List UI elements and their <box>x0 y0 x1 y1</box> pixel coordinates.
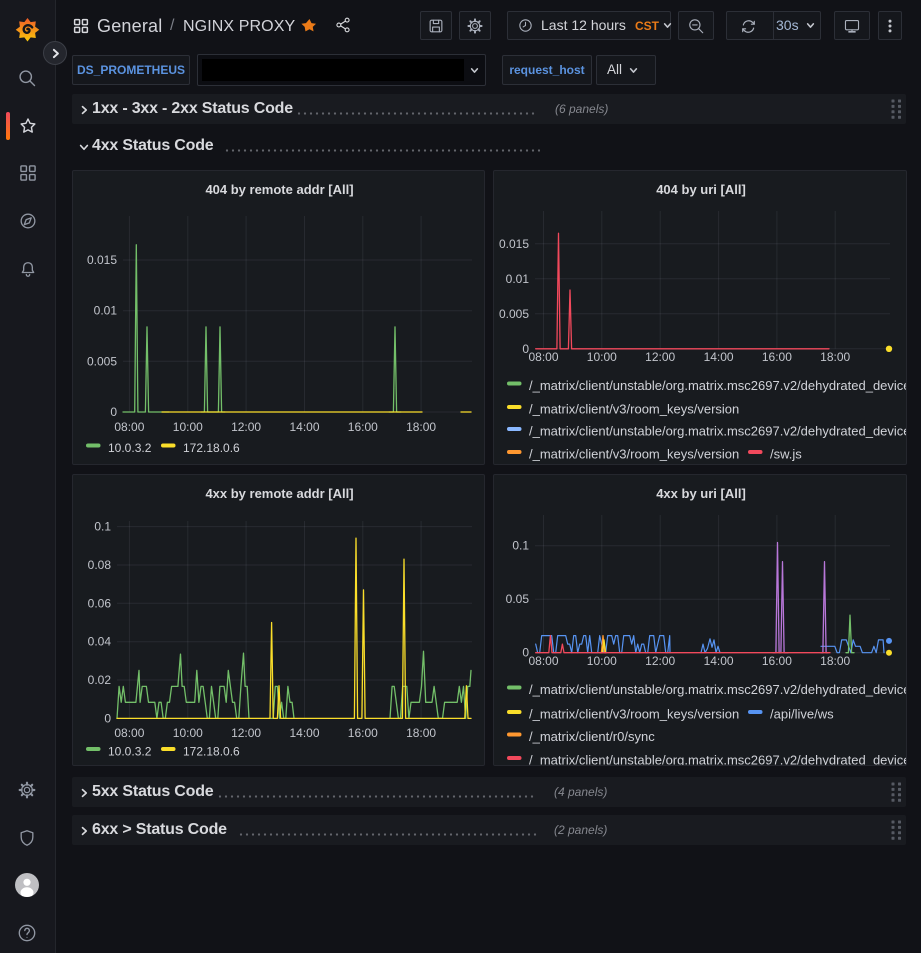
svg-text:/_matrix/client/unstable/org.m: /_matrix/client/unstable/org.matrix.msc2… <box>529 378 907 393</box>
svg-text:18:00: 18:00 <box>406 726 436 740</box>
svg-text:/_matrix/client/r0/sync: /_matrix/client/r0/sync <box>529 729 655 744</box>
svg-text:16:00: 16:00 <box>348 726 378 740</box>
svg-text:0.005: 0.005 <box>499 307 529 321</box>
svg-text:/_matrix/client/unstable/org.m: /_matrix/client/unstable/org.matrix.msc2… <box>529 753 907 767</box>
svg-text:0.06: 0.06 <box>88 596 112 610</box>
svg-text:0.05: 0.05 <box>506 592 530 606</box>
svg-text:08:00: 08:00 <box>114 420 144 434</box>
svg-text:0.1: 0.1 <box>94 520 111 534</box>
svg-text:10.0.3.2: 10.0.3.2 <box>108 745 152 759</box>
svg-text:0.015: 0.015 <box>87 253 117 267</box>
svg-text:0: 0 <box>104 711 111 725</box>
svg-text:12:00: 12:00 <box>231 420 261 434</box>
svg-text:0.015: 0.015 <box>499 237 529 251</box>
svg-text:18:00: 18:00 <box>820 654 850 668</box>
svg-text:14:00: 14:00 <box>289 420 319 434</box>
svg-text:12:00: 12:00 <box>645 350 675 364</box>
svg-text:14:00: 14:00 <box>704 654 734 668</box>
svg-text:08:00: 08:00 <box>528 654 558 668</box>
svg-text:0.005: 0.005 <box>87 354 117 368</box>
svg-text:172.18.0.6: 172.18.0.6 <box>183 441 240 455</box>
svg-text:10:00: 10:00 <box>173 726 203 740</box>
svg-text:0: 0 <box>522 342 529 356</box>
svg-text:18:00: 18:00 <box>820 350 850 364</box>
svg-text:0.04: 0.04 <box>88 635 112 649</box>
svg-text:/_matrix/client/v3/room_keys/v: /_matrix/client/v3/room_keys/version <box>529 402 739 417</box>
svg-text:172.18.0.6: 172.18.0.6 <box>183 745 240 759</box>
svg-text:08:00: 08:00 <box>114 726 144 740</box>
svg-text:10:00: 10:00 <box>587 350 617 364</box>
svg-text:08:00: 08:00 <box>528 350 558 364</box>
svg-text:0.1: 0.1 <box>512 539 529 553</box>
svg-text:16:00: 16:00 <box>762 654 792 668</box>
svg-text:/_matrix/client/unstable/org.m: /_matrix/client/unstable/org.matrix.msc2… <box>529 424 907 439</box>
svg-text:0.08: 0.08 <box>88 558 112 572</box>
svg-text:/_matrix/client/v3/room_keys/v: /_matrix/client/v3/room_keys/version <box>529 447 739 462</box>
svg-text:/sw.js: /sw.js <box>770 447 802 462</box>
svg-text:/_matrix/client/v3/room_keys/v: /_matrix/client/v3/room_keys/version <box>529 707 739 722</box>
svg-text:14:00: 14:00 <box>289 726 319 740</box>
svg-text:10.0.3.2: 10.0.3.2 <box>108 441 152 455</box>
svg-text:18:00: 18:00 <box>406 420 436 434</box>
svg-text:16:00: 16:00 <box>762 350 792 364</box>
svg-text:16:00: 16:00 <box>348 420 378 434</box>
svg-text:0.02: 0.02 <box>88 673 112 687</box>
svg-text:12:00: 12:00 <box>231 726 261 740</box>
svg-text:10:00: 10:00 <box>173 420 203 434</box>
svg-text:12:00: 12:00 <box>645 654 675 668</box>
svg-text:/_matrix/client/unstable/org.m: /_matrix/client/unstable/org.matrix.msc2… <box>529 682 907 697</box>
svg-text:/api/live/ws: /api/live/ws <box>770 707 834 722</box>
svg-text:14:00: 14:00 <box>704 350 734 364</box>
svg-text:0.01: 0.01 <box>506 272 530 286</box>
svg-text:0: 0 <box>522 646 529 660</box>
svg-text:0.01: 0.01 <box>94 304 118 318</box>
svg-text:10:00: 10:00 <box>587 654 617 668</box>
svg-text:0: 0 <box>110 405 117 419</box>
